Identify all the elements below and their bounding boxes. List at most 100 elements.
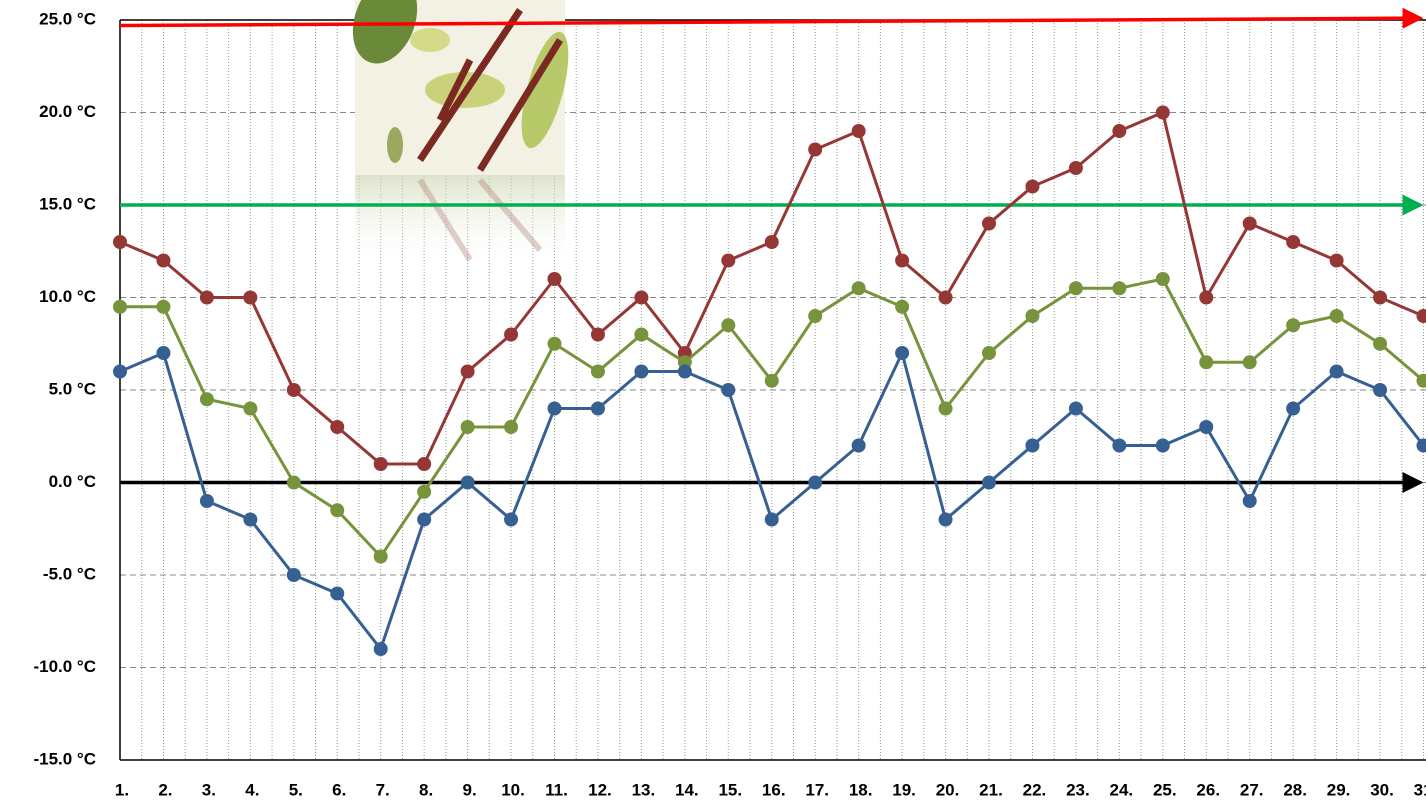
- data-point: [548, 272, 562, 286]
- x-tick-label: 30.: [1370, 780, 1394, 799]
- y-tick-label: 20.0 °C: [39, 102, 96, 121]
- data-point: [939, 402, 953, 416]
- data-point: [982, 346, 996, 360]
- x-tick-label: 28.: [1283, 780, 1307, 799]
- data-point: [1417, 309, 1426, 323]
- data-point: [417, 457, 431, 471]
- data-point: [1199, 291, 1213, 305]
- plot: 1.2.3.4.5.6.7.8.9.10.11.12.13.14.15.16.1…: [33, 9, 1426, 799]
- data-point: [1112, 281, 1126, 295]
- data-point: [634, 291, 648, 305]
- data-point: [852, 281, 866, 295]
- y-tick-label: 0.0 °C: [49, 472, 96, 491]
- y-tick-label: 5.0 °C: [49, 379, 96, 398]
- data-point: [1156, 272, 1170, 286]
- x-tick-label: 22.: [1023, 780, 1047, 799]
- chart: 1.2.3.4.5.6.7.8.9.10.11.12.13.14.15.16.1…: [0, 0, 1426, 803]
- x-tick-label: 5.: [289, 780, 303, 799]
- data-point: [1243, 494, 1257, 508]
- data-point: [1025, 309, 1039, 323]
- data-point: [374, 642, 388, 656]
- x-tick-label: 1.: [115, 780, 129, 799]
- data-point: [721, 254, 735, 268]
- y-tick-label: 15.0 °C: [39, 194, 96, 213]
- data-point: [939, 513, 953, 527]
- x-tick-label: 3.: [202, 780, 216, 799]
- data-point: [808, 143, 822, 157]
- data-point: [765, 513, 779, 527]
- x-tick-label: 17.: [805, 780, 829, 799]
- data-point: [678, 365, 692, 379]
- x-tick-label: 18.: [849, 780, 873, 799]
- x-tick-label: 19.: [892, 780, 916, 799]
- data-point: [287, 476, 301, 490]
- x-tick-label: 29.: [1327, 780, 1351, 799]
- data-point: [504, 420, 518, 434]
- x-tick-label: 16.: [762, 780, 786, 799]
- data-point: [243, 513, 257, 527]
- data-point: [374, 457, 388, 471]
- data-point: [895, 346, 909, 360]
- x-tick-label: 9.: [463, 780, 477, 799]
- data-point: [287, 568, 301, 582]
- data-point: [504, 328, 518, 342]
- data-point: [1243, 217, 1257, 231]
- data-point: [765, 235, 779, 249]
- data-point: [461, 365, 475, 379]
- data-point: [200, 392, 214, 406]
- x-tick-label: 12.: [588, 780, 612, 799]
- data-point: [1286, 402, 1300, 416]
- data-point: [591, 365, 605, 379]
- data-point: [1025, 180, 1039, 194]
- y-tick-label: -5.0 °C: [43, 564, 96, 583]
- data-point: [895, 254, 909, 268]
- data-point: [200, 291, 214, 305]
- y-tick-label: -15.0 °C: [33, 749, 96, 768]
- x-tick-label: 4.: [245, 780, 259, 799]
- x-tick-label: 2.: [158, 780, 172, 799]
- x-tick-label: 15.: [718, 780, 742, 799]
- grid: [120, 20, 1426, 760]
- x-tick-label: 26.: [1196, 780, 1220, 799]
- data-point: [548, 337, 562, 351]
- x-tick-label: 14.: [675, 780, 699, 799]
- x-tick-label: 7.: [376, 780, 390, 799]
- data-point: [504, 513, 518, 527]
- data-point: [113, 365, 127, 379]
- data-point: [1330, 254, 1344, 268]
- data-point: [461, 420, 475, 434]
- data-point: [895, 300, 909, 314]
- x-tick-label: 23.: [1066, 780, 1090, 799]
- data-point: [982, 476, 996, 490]
- data-point: [808, 476, 822, 490]
- data-point: [287, 383, 301, 397]
- data-point: [1373, 337, 1387, 351]
- data-point: [374, 550, 388, 564]
- data-point: [1069, 281, 1083, 295]
- data-point: [1199, 355, 1213, 369]
- data-point: [591, 328, 605, 342]
- data-point: [1112, 439, 1126, 453]
- y-tick-label: -10.0 °C: [33, 657, 96, 676]
- data-point: [939, 291, 953, 305]
- data-point: [1243, 355, 1257, 369]
- data-point: [417, 485, 431, 499]
- data-point: [113, 235, 127, 249]
- data-point: [156, 300, 170, 314]
- data-point: [1112, 124, 1126, 138]
- data-point: [243, 291, 257, 305]
- data-point: [765, 374, 779, 388]
- x-tick-label: 25.: [1153, 780, 1177, 799]
- data-point: [113, 300, 127, 314]
- data-point: [243, 402, 257, 416]
- data-point: [721, 318, 735, 332]
- x-tick-label: 21.: [979, 780, 1003, 799]
- data-point: [330, 503, 344, 517]
- x-tick-label: 20.: [936, 780, 960, 799]
- data-point: [1373, 291, 1387, 305]
- data-point: [1156, 439, 1170, 453]
- series-line: [120, 113, 1424, 465]
- data-point: [982, 217, 996, 231]
- x-tick-label: 13.: [632, 780, 656, 799]
- data-point: [417, 513, 431, 527]
